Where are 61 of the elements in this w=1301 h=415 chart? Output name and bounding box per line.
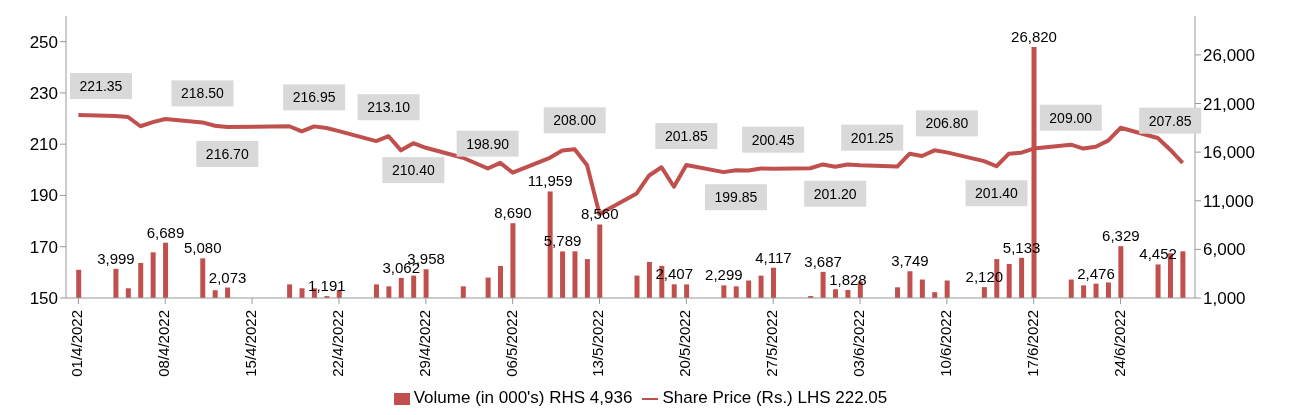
data-label: 206.80 — [925, 115, 969, 132]
data-label: 216.95 — [292, 89, 336, 106]
x-tick-label: 17/6/2022 — [1023, 310, 1041, 377]
y-tick-label: 210 — [29, 135, 58, 155]
legend-label: Share Price (Rs.) LHS 222.05 — [662, 388, 888, 407]
y2-tick-label: 26,000 — [1203, 45, 1255, 65]
data-label: 4,117 — [755, 248, 792, 266]
data-label: 201.25 — [850, 129, 894, 146]
data-label: 2,476 — [1077, 264, 1115, 282]
y-tick-label: 250 — [29, 32, 58, 52]
data-label: 201.20 — [813, 185, 857, 202]
x-tick-label: 10/6/2022 — [936, 310, 954, 377]
x-tick-label: 20/5/2022 — [676, 310, 694, 377]
data-label: 26,820 — [1011, 27, 1057, 45]
data-label: 1,828 — [829, 270, 867, 288]
data-label: 6,329 — [1102, 227, 1140, 245]
data-label: 2,299 — [705, 266, 743, 284]
data-label: 221.35 — [79, 78, 123, 95]
data-label: 4,452 — [1139, 245, 1177, 263]
x-tick-label: 08/4/2022 — [155, 310, 173, 377]
data-label: 207.85 — [1148, 112, 1192, 129]
data-label: 8,560 — [581, 205, 619, 223]
x-tick-label: 13/5/2022 — [589, 310, 607, 377]
y2-tick-label: 1,000 — [1203, 289, 1246, 309]
y-tick-label: 230 — [29, 83, 58, 103]
data-label: 200.45 — [751, 131, 795, 148]
data-label: 6,689 — [146, 223, 185, 241]
data-label: 1,191 — [308, 277, 346, 295]
y-tick-label: 150 — [29, 289, 58, 309]
data-label: 3,687 — [804, 252, 842, 270]
data-label: 213.10 — [367, 99, 411, 116]
data-label: 208.00 — [553, 112, 597, 129]
data-label: 218.50 — [181, 85, 225, 102]
data-label: 199.85 — [714, 189, 758, 206]
x-tick-label: 06/5/2022 — [502, 310, 520, 377]
data-label: 8,690 — [494, 204, 532, 222]
x-tick-label: 15/4/2022 — [242, 310, 260, 377]
x-tick-label: 24/6/2022 — [1110, 310, 1128, 377]
x-tick-label: 29/4/2022 — [415, 310, 433, 377]
data-label: 201.85 — [664, 128, 708, 145]
data-label: 209.00 — [1049, 109, 1093, 126]
data-label: 210.40 — [391, 162, 435, 179]
y2-tick-label: 21,000 — [1203, 94, 1255, 114]
data-label: 216.70 — [205, 146, 249, 163]
data-label: 3,749 — [891, 252, 929, 270]
y-tick-label: 170 — [29, 237, 58, 257]
data-label: 11,959 — [527, 172, 573, 190]
y2-tick-label: 11,000 — [1203, 191, 1254, 211]
x-tick-label: 27/5/2022 — [763, 310, 781, 377]
data-label: 201.40 — [975, 185, 1019, 202]
data-label: 198.90 — [466, 135, 510, 152]
data-label: 5,080 — [184, 239, 222, 257]
y-tick-label: 190 — [29, 186, 58, 206]
data-label: 2,073 — [208, 268, 247, 286]
y2-tick-label: 6,000 — [1203, 240, 1246, 260]
x-tick-label: 03/6/2022 — [849, 310, 867, 377]
x-tick-label: 01/4/2022 — [68, 310, 86, 377]
data-label: 3,999 — [97, 249, 135, 267]
x-tick-label: 22/4/2022 — [328, 310, 346, 377]
y2-tick-label: 16,000 — [1203, 143, 1255, 163]
legend-label: Volume (in 000's) RHS 4,936 — [413, 388, 633, 407]
